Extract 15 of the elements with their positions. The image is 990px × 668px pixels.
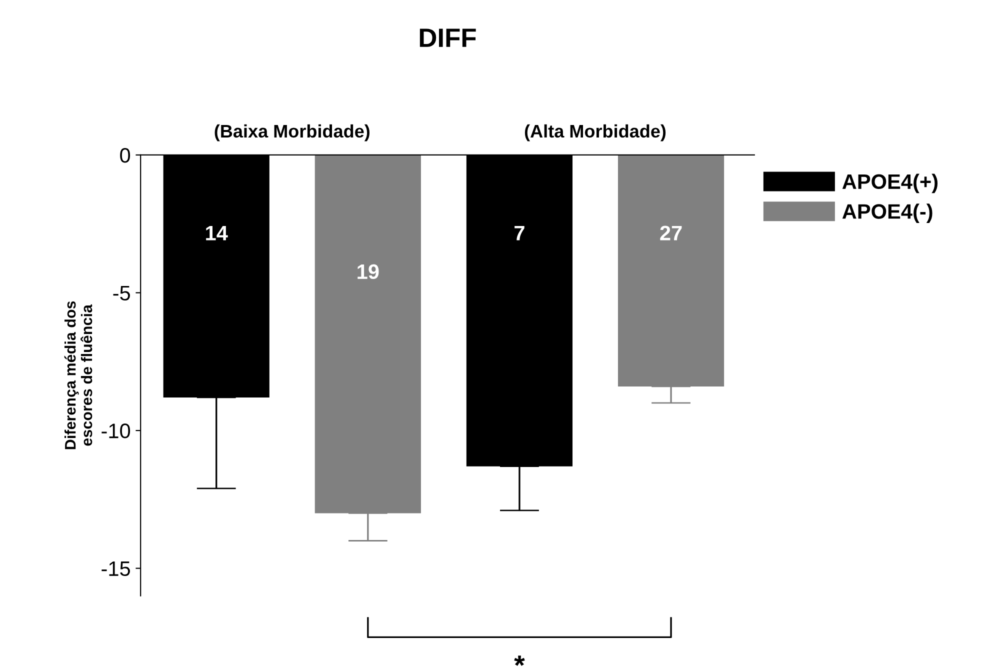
legend-label: APOE4(-) [842, 204, 932, 223]
annotation: 19 [358, 264, 379, 280]
text: (Alta Morbidade) [524, 124, 666, 142]
annotation: 7 [514, 226, 524, 240]
y-tick-label: -10 [102, 424, 130, 438]
annotation: 27 [660, 226, 682, 240]
text: (Baixa Morbidade) [214, 124, 370, 142]
annotation: 14 [206, 226, 228, 240]
y-tick-label: -5 [113, 286, 130, 301]
y-tick-label: 0 [120, 148, 130, 163]
y-axis-title: Diferença média dos escores de fluência [64, 301, 92, 450]
chart-title: DIFF [420, 28, 476, 47]
y-tick-label: -15 [102, 562, 130, 576]
text: * [514, 656, 525, 666]
legend-label: APOE4(+) [842, 174, 938, 194]
